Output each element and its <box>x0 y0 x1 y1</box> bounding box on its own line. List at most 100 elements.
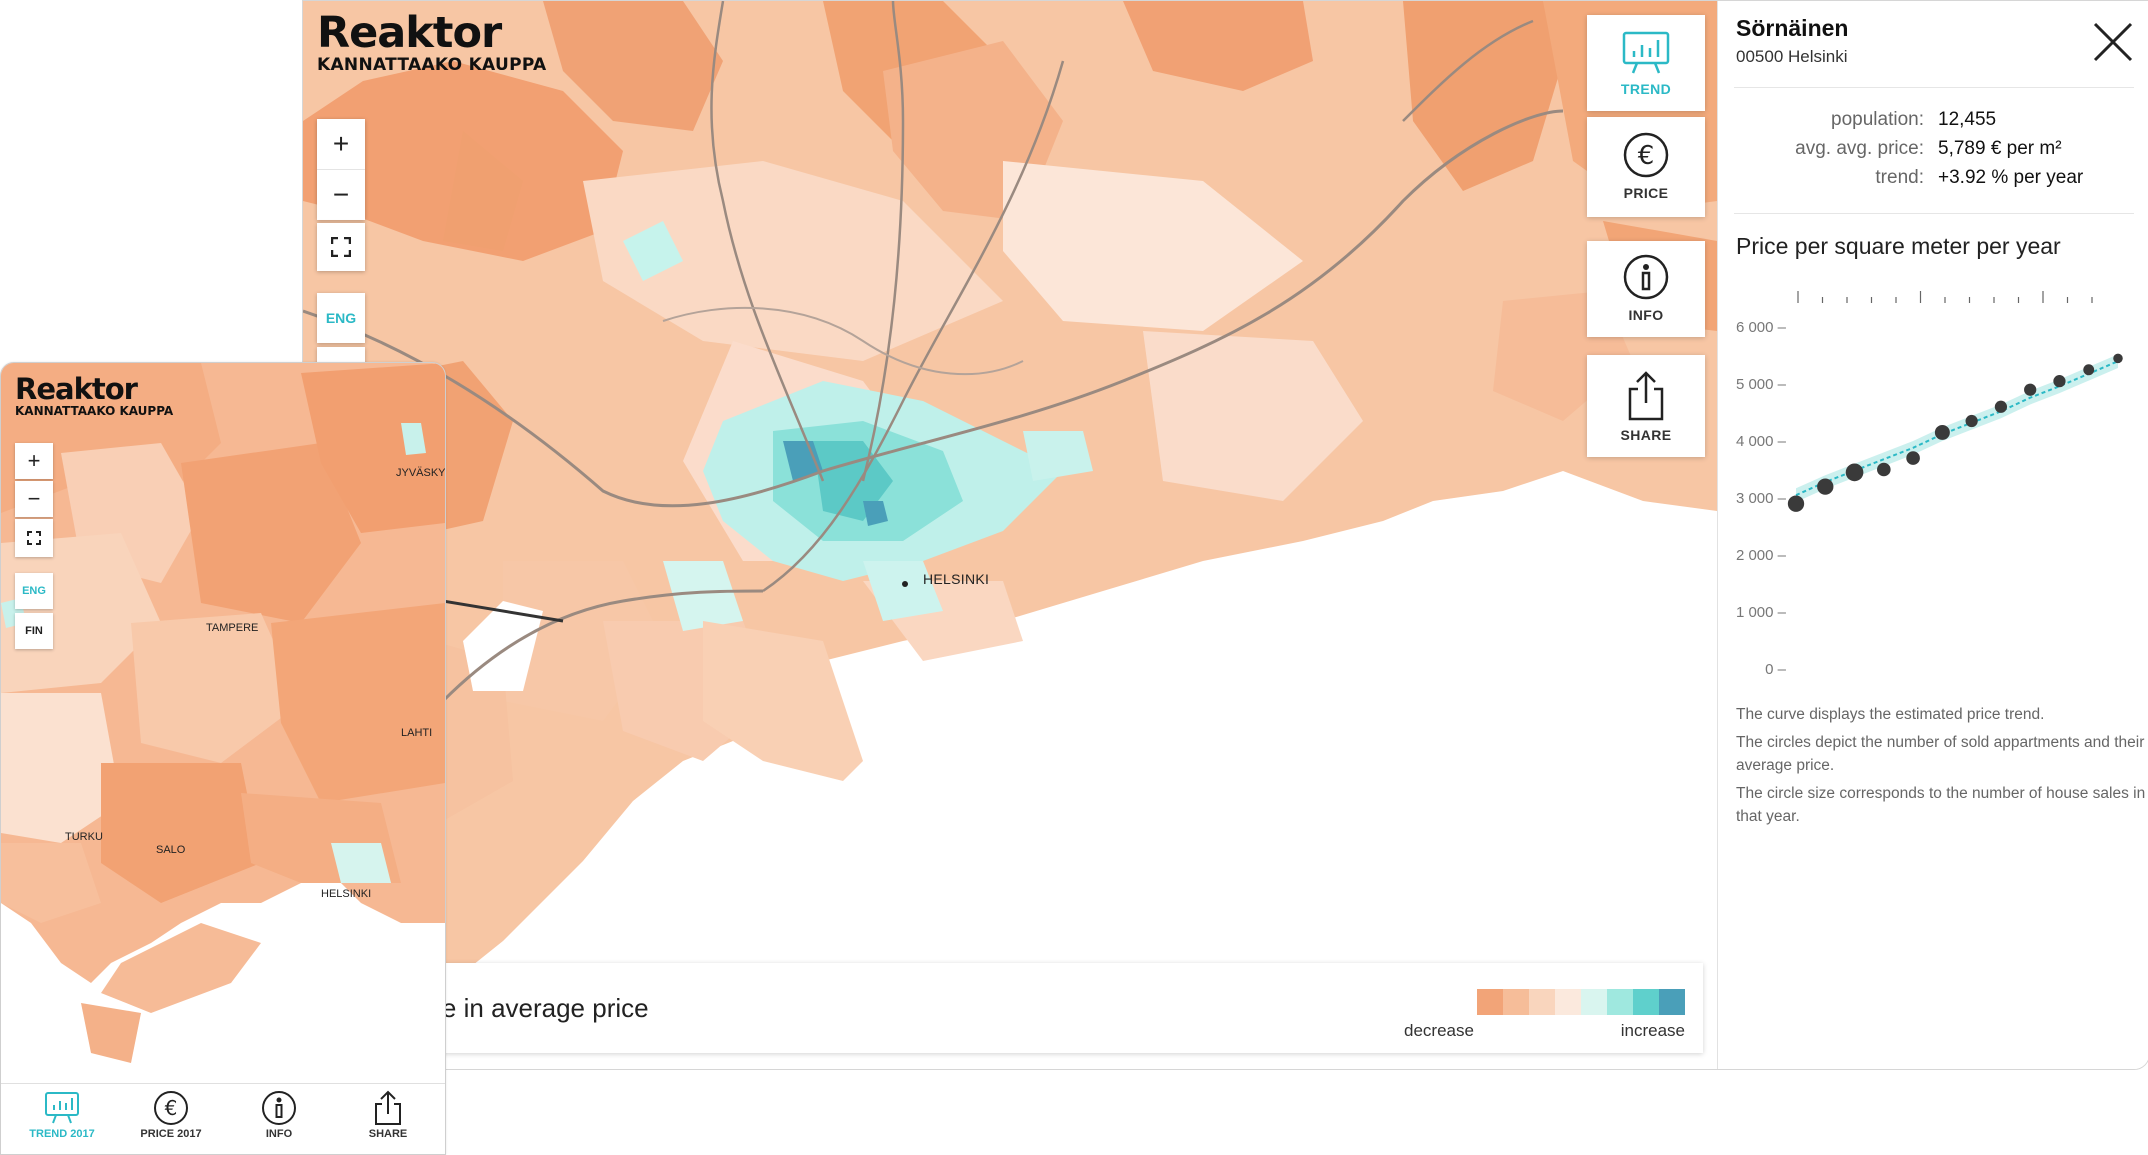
mobile-zoom-in-button[interactable]: + <box>15 443 53 479</box>
price-point <box>1965 414 1978 428</box>
mobile-tab-price[interactable]: € PRICE 2017 <box>126 1090 216 1140</box>
mobile-map-regions[interactable] <box>1 363 445 1083</box>
price-point <box>2083 364 2095 376</box>
stat-value: 5,789 € per m² <box>1938 137 2062 159</box>
trend-chart-icon <box>1622 31 1670 74</box>
stat-value: 12,455 <box>1938 108 1997 130</box>
stat-key: population: <box>1831 108 1924 130</box>
price-point <box>1994 400 2008 413</box>
tool-info-label: INFO <box>1628 307 1664 323</box>
legend-title: nge in average price <box>413 993 649 1023</box>
mobile-app-window: Reaktor KANNATTAAKO KAUPPA + − ENG FIN J… <box>0 362 446 1155</box>
price-point <box>1906 451 1920 465</box>
tool-trend-label: TREND <box>1620 81 1672 97</box>
divider <box>1734 87 2134 88</box>
district-info-panel: Sörnäinen 00500 Helsinki population: 12,… <box>1717 1 2148 1069</box>
mobile-language-eng-button[interactable]: ENG <box>15 573 53 609</box>
brand-logo: Reaktor <box>317 8 502 58</box>
info-icon <box>262 1091 296 1125</box>
legend-swatch <box>1633 989 1659 1015</box>
city-label: SALO <box>156 844 186 856</box>
price-point <box>2113 353 2123 364</box>
price-trend-chart: 6 000 – 5 000 – 4 000 – 3 000 – 2 000 – 1 000… <box>1736 291 2123 678</box>
y-tick-label: 3 000 – <box>1736 490 1787 507</box>
mobile-tab-bar: TREND 2017 € PRICE 2017 INFO SHARE <box>1 1083 445 1154</box>
legend-color-scale <box>1477 989 1685 1015</box>
price-point <box>2053 375 2066 388</box>
brand-logo: Reaktor <box>15 372 138 406</box>
legend-swatch <box>1503 989 1529 1015</box>
mobile-tab-info[interactable]: INFO <box>234 1090 324 1140</box>
mobile-brand: Reaktor KANNATTAAKO KAUPPA <box>15 373 173 418</box>
y-tick-label: 2 000 – <box>1736 547 1787 564</box>
brand-tagline: KANNATTAAKO KAUPPA <box>317 55 547 75</box>
info-icon <box>1623 254 1669 300</box>
price-point <box>1817 478 1834 495</box>
tool-info-button[interactable]: INFO <box>1587 241 1705 337</box>
stat-row-price: avg. avg. price: 5,789 € per m² <box>1736 134 2136 163</box>
tool-price-label: PRICE <box>1623 185 1669 201</box>
map-legend: nge in average price decrease increase <box>403 963 1703 1053</box>
city-label: JYVÄSKYL <box>396 467 445 479</box>
brand-tagline: KANNATTAAKO KAUPPA <box>15 404 174 418</box>
fullscreen-icon <box>331 237 351 257</box>
legend-swatch <box>1529 989 1555 1015</box>
legend-swatch <box>1581 989 1607 1015</box>
stat-row-population: population: 12,455 <box>1736 105 2136 134</box>
chart-notes: The curve displays the estimated price t… <box>1736 703 2146 833</box>
legend-swatch <box>1659 989 1685 1015</box>
tool-trend-button[interactable]: TREND <box>1587 15 1705 111</box>
city-label-helsinki: HELSINKI <box>923 571 990 587</box>
mobile-zoom-out-button[interactable]: − <box>15 481 53 517</box>
mobile-tab-trend[interactable]: TREND 2017 <box>17 1090 107 1140</box>
stat-row-trend: trend: +3.92 % per year <box>1736 163 2136 192</box>
desktop-app-window: nge in average price decrease increase H… <box>302 0 2148 1070</box>
fullscreen-button[interactable] <box>317 223 365 271</box>
district-postal-code: 00500 Helsinki <box>1736 47 1848 66</box>
price-point <box>1934 424 1950 440</box>
city-label: TAMPERE <box>206 622 259 634</box>
language-eng-button[interactable]: ENG <box>317 293 365 343</box>
euro-icon: € <box>154 1091 188 1125</box>
stat-key: avg. avg. price: <box>1795 137 1924 159</box>
legend-swatch <box>1555 989 1581 1015</box>
mobile-tab-share[interactable]: SHARE <box>343 1090 433 1140</box>
close-icon[interactable] <box>2092 21 2134 63</box>
y-tick-label: 4 000 – <box>1736 433 1787 450</box>
svg-text:€: € <box>1638 141 1655 171</box>
y-tick-label: 5 000 – <box>1736 376 1787 393</box>
map-regions[interactable] <box>303 1 1717 1069</box>
city-label: HELSINKI <box>321 888 372 900</box>
fullscreen-icon <box>27 531 41 545</box>
zoom-out-button[interactable]: − <box>332 179 350 210</box>
y-tick-label: 1 000 – <box>1736 604 1787 621</box>
legend-high-label: increase <box>1620 1021 1685 1040</box>
divider <box>1734 213 2134 214</box>
zoom-control: + − <box>317 119 365 220</box>
city-label: TURKU <box>65 831 103 843</box>
chart-note: The circles depict the number of sold ap… <box>1736 734 2145 774</box>
mobile-language-fin-button[interactable]: FIN <box>15 613 53 649</box>
stat-key: trend: <box>1875 166 1924 188</box>
trend-confidence-band <box>1796 354 2118 502</box>
tool-price-button[interactable]: € PRICE <box>1587 117 1705 217</box>
mobile-fullscreen-button[interactable] <box>15 519 53 557</box>
svg-text:€: € <box>165 1096 178 1120</box>
chart-note: The curve displays the estimated price t… <box>1736 706 2045 723</box>
trend-chart-icon <box>45 1092 79 1124</box>
brand: Reaktor KANNATTAAKO KAUPPA <box>317 9 547 75</box>
chart-note: The circle size corresponds to the numbe… <box>1736 785 2146 825</box>
district-stats: population: 12,455 avg. avg. price: 5,78… <box>1736 105 2136 192</box>
mobile-choropleth-map[interactable]: Reaktor KANNATTAAKO KAUPPA + − ENG FIN J… <box>1 363 445 1083</box>
choropleth-map[interactable]: nge in average price decrease increase H… <box>303 1 1717 1069</box>
price-point <box>1877 462 1891 477</box>
tool-share-button[interactable]: SHARE <box>1587 355 1705 457</box>
share-icon <box>375 1090 401 1125</box>
zoom-in-button[interactable]: + <box>317 119 365 170</box>
stat-value: +3.92 % per year <box>1938 166 2084 188</box>
city-label: LAHTI <box>401 727 433 739</box>
y-tick-label: 0 – <box>1765 661 1787 678</box>
district-name: Sörnäinen <box>1736 15 1849 41</box>
y-tick-label: 6 000 – <box>1736 319 1787 336</box>
legend-low-label: decrease <box>1404 1021 1474 1040</box>
